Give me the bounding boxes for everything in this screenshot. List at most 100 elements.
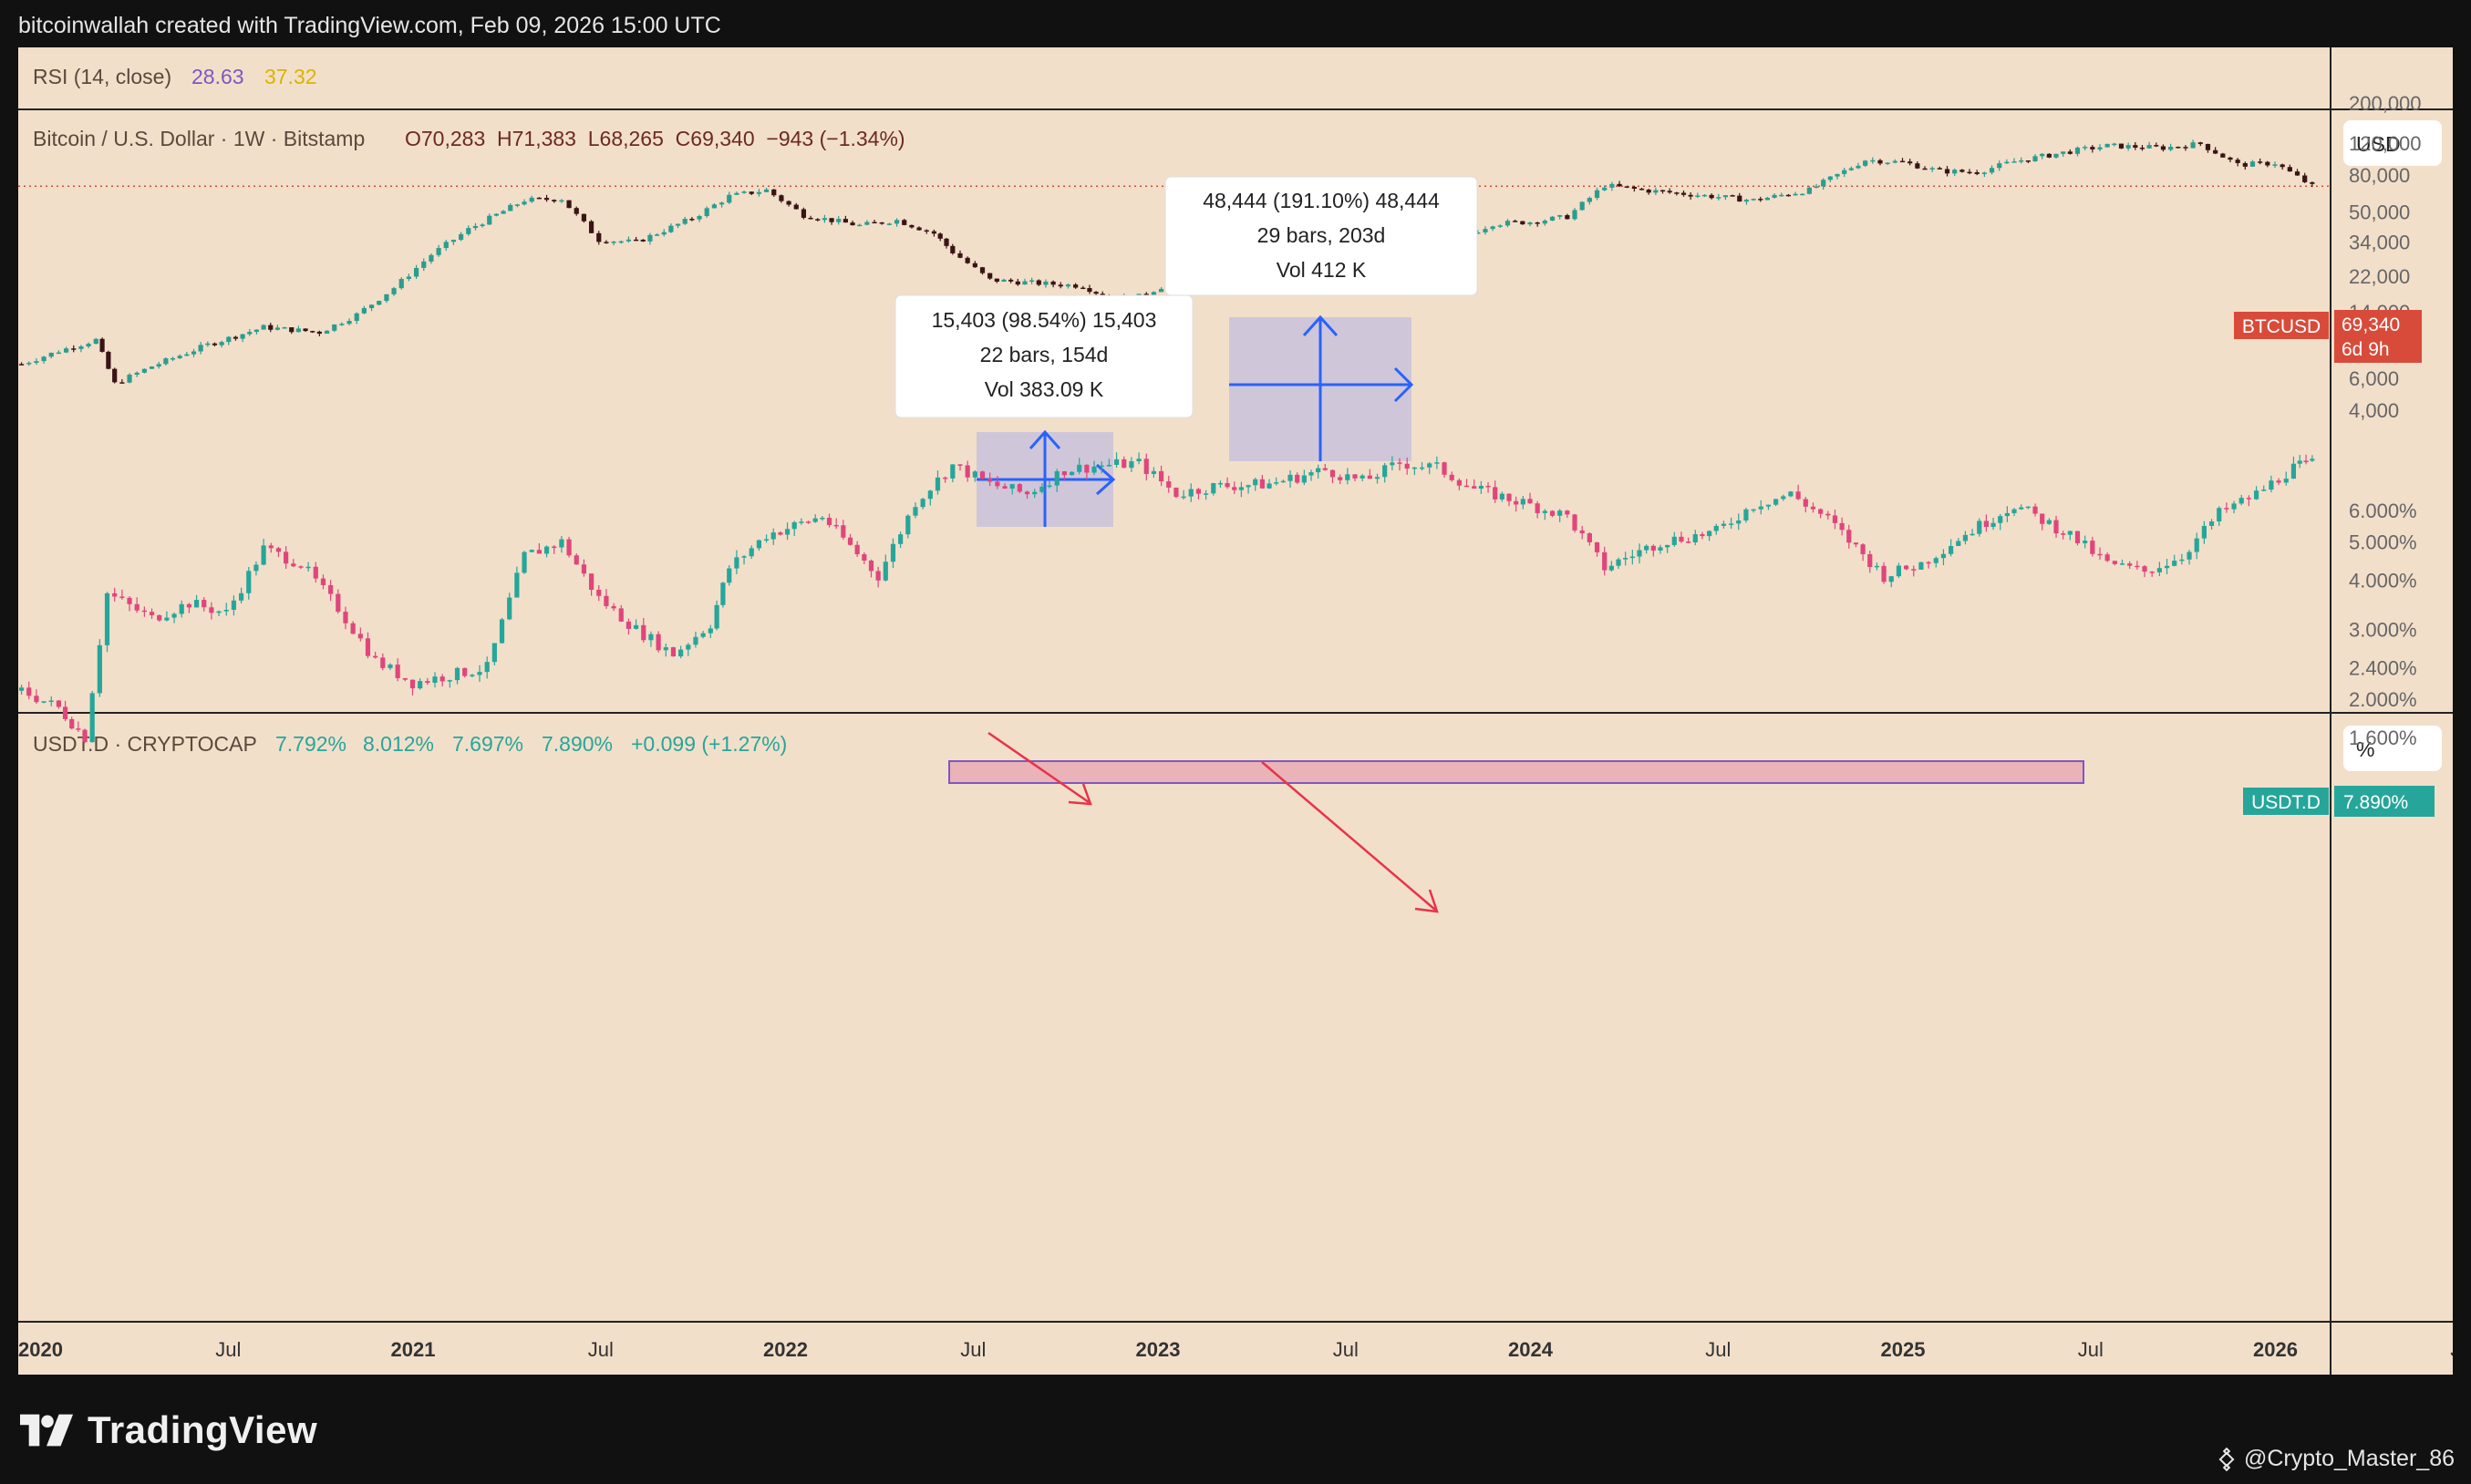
btc-candle-body — [268, 325, 274, 330]
usdt-candle-body — [559, 539, 564, 548]
btc-candle-body — [682, 219, 688, 224]
btc-candle-body — [1631, 186, 1637, 190]
measurement-tool-2[interactable] — [1229, 314, 1414, 461]
usdt-candle-body — [238, 593, 244, 601]
usdt-candle-body — [805, 521, 812, 523]
usdt-candle-body — [157, 614, 162, 621]
usdt-candle-body — [1810, 506, 1816, 510]
usdt-candle-body — [1803, 499, 1808, 507]
btc-candle-body — [2118, 143, 2125, 149]
usdt-price-axis[interactable]: 6.000% 5.000% 4.000% 3.000% 2.400% 2.000% 1.60… — [2349, 500, 2417, 749]
btc-candle-body — [1944, 169, 1950, 174]
btc-candle-body — [413, 267, 419, 277]
btc-candle-body — [763, 189, 770, 192]
usdt-candle-body — [1602, 551, 1608, 571]
btc-candle-body — [487, 215, 492, 225]
usdt-candle-body — [1520, 499, 1525, 505]
btc-candle-body — [1674, 192, 1680, 194]
usdt-candle-body — [1493, 487, 1498, 500]
btc-candle-body — [450, 240, 457, 242]
usdt-candle-body — [268, 545, 274, 549]
btc-price-axis[interactable]: 200,000120,00080,00050,00034,00022,00014… — [2349, 92, 2422, 422]
rsi-value-2: 37.32 — [264, 65, 317, 88]
usdt-candle-body — [261, 545, 266, 565]
btc-candle-body — [1758, 199, 1763, 201]
btc-candle-body — [1785, 194, 1791, 197]
trend-arrow-1[interactable] — [987, 731, 1092, 806]
btc-candle-body — [950, 245, 956, 253]
usdt-candle-body — [2290, 463, 2297, 479]
btc-candle-body — [711, 204, 717, 209]
usdt-y-tick-label: 1.600% — [2349, 727, 2417, 749]
chart-svg[interactable]: RSI (14, close) 28.63 37.32 Bitcoin / U.… — [18, 47, 2453, 1375]
btc-candle-body — [1743, 200, 1750, 202]
usdt-candle-body — [1896, 565, 1902, 577]
btc-candle-body — [443, 242, 449, 249]
btc-candle-body — [2228, 157, 2233, 160]
usdt-y-tick-label: 2.000% — [2349, 688, 2417, 711]
usdt-candle-body — [320, 578, 326, 585]
usdt-candle-body — [708, 628, 713, 634]
btc-candle-body — [1050, 281, 1056, 285]
usdt-candle-body — [34, 696, 39, 703]
usdt-candle-body — [2083, 541, 2088, 544]
usdt-candle-body — [1679, 536, 1684, 542]
usdt-candle-body — [388, 665, 393, 668]
usdt-candle-body — [127, 597, 132, 604]
time-axis-tick-label: Jul — [960, 1338, 986, 1361]
btc-candle-body — [436, 248, 441, 255]
usdt-candle-body — [82, 729, 88, 743]
time-axis-tick-label: Jul — [1333, 1338, 1359, 1361]
usdt-candle-body — [1818, 509, 1824, 514]
btc-y-tick-label: 120,000 — [2349, 132, 2422, 155]
btc-candle-body — [1877, 160, 1883, 164]
btc-candle-body — [459, 233, 464, 241]
btc-candle-body — [2032, 156, 2038, 161]
btc-candle-body — [1058, 284, 1063, 287]
time-axis[interactable]: 2020 Jul 2021 Jul 2022 Jul 2023 Jul 2024 Jul 2025 J… — [18, 1338, 2453, 1361]
btc-candle-body — [2310, 181, 2315, 184]
usdt-candle-body — [2135, 565, 2140, 568]
trend-arrow-2[interactable] — [1261, 761, 1439, 913]
unit-button[interactable]: % — [2343, 726, 2442, 771]
usdt-candle-body — [1047, 485, 1052, 488]
usdt-candle-body — [1106, 464, 1111, 467]
btc-candle-body — [508, 204, 513, 211]
usdt-candle-body — [1527, 499, 1533, 504]
usdt-candle-body — [202, 600, 207, 608]
usdt-candle-body — [1002, 486, 1008, 490]
usdt-candle-body — [826, 518, 832, 525]
usdt-candle-body — [56, 700, 62, 707]
btc-candle-body — [1158, 288, 1164, 293]
usdt-candle-body — [1977, 520, 1982, 534]
usdt-candle-body — [663, 647, 668, 651]
btc-candle-body — [916, 227, 922, 231]
btc-candle-body — [2160, 146, 2166, 150]
btc-candle-body — [1959, 170, 1965, 172]
btc-candle-body — [611, 242, 616, 243]
btc-candle-body — [2197, 142, 2203, 144]
measurement-tool-1[interactable] — [977, 429, 1116, 527]
currency-button[interactable]: USD — [2343, 120, 2442, 166]
chart-canvas[interactable]: RSI (14, close) 28.63 37.32 Bitcoin / U.… — [18, 47, 2453, 1375]
btc-candle-body — [1716, 197, 1721, 199]
tradingview-logo[interactable]: TradingView — [20, 1408, 317, 1452]
btc-candle-body — [2294, 171, 2300, 176]
btc-candle-body — [1827, 176, 1833, 180]
usdt-candle-body — [2172, 561, 2177, 566]
btc-candle-body — [808, 217, 813, 220]
usdt-resistance-zone[interactable] — [948, 760, 2084, 784]
usdt-candle-body — [514, 572, 520, 598]
btc-candle-body — [78, 345, 84, 349]
usdt-candle-body — [641, 624, 646, 641]
btc-candle-body — [1892, 160, 1897, 163]
usdt-candle-body — [868, 561, 874, 572]
usdt-candle-body — [2201, 525, 2207, 539]
btc-candle-body — [793, 204, 799, 210]
btc-candle-body — [2133, 145, 2138, 148]
btc-candle-body — [2249, 161, 2256, 167]
time-axis-tick-label: Jul — [215, 1338, 241, 1361]
btc-candle-body — [212, 343, 218, 345]
usdt-candle-body — [1113, 459, 1120, 465]
btc-candle-body — [1814, 186, 1819, 189]
